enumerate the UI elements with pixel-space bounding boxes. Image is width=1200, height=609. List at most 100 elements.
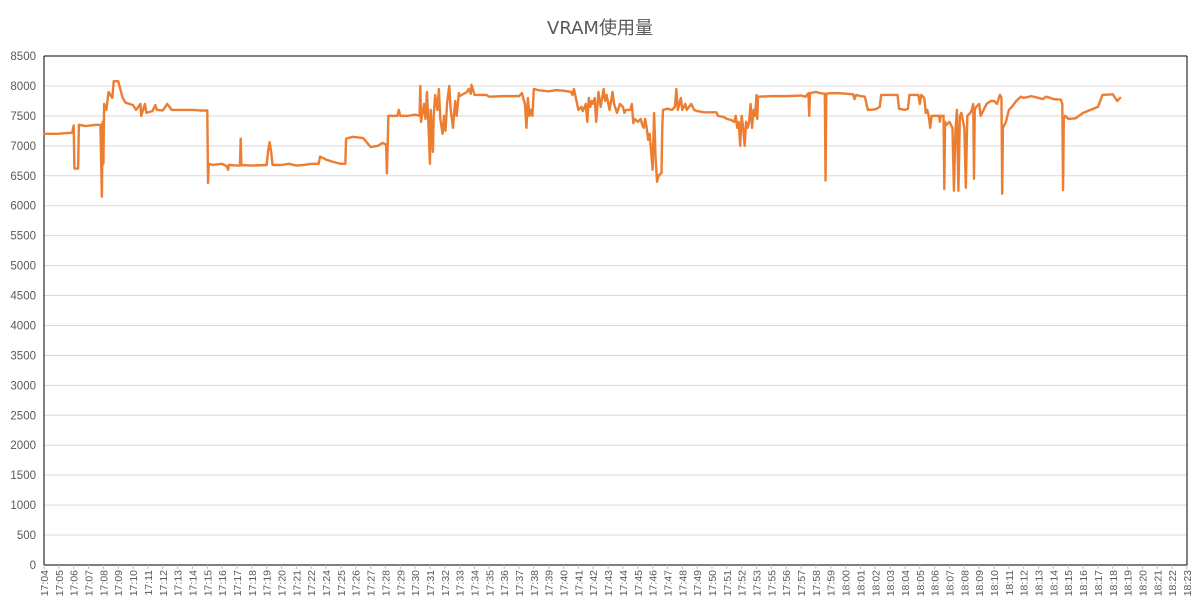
x-tick-label: 17:39 — [544, 570, 556, 596]
y-tick-label: 5000 — [10, 261, 36, 273]
y-tick-label: 500 — [17, 530, 36, 542]
x-tick-label: 17:47 — [662, 570, 674, 596]
y-tick-label: 1000 — [10, 500, 36, 512]
x-tick-label: 17:26 — [351, 570, 363, 596]
x-tick-label: 17:04 — [39, 570, 51, 596]
y-tick-label: 8500 — [10, 51, 36, 63]
x-tick-label: 17:40 — [559, 570, 571, 596]
x-tick-label: 17:19 — [262, 570, 274, 596]
x-tick-label: 17:42 — [588, 570, 600, 596]
x-tick-label: 18:14 — [1048, 570, 1060, 596]
x-tick-label: 18:01 — [855, 570, 867, 596]
x-tick-label: 17:15 — [202, 570, 214, 596]
x-tick-label: 18:15 — [1063, 570, 1075, 596]
x-tick-label: 17:46 — [648, 570, 660, 596]
x-tick-label: 17:44 — [618, 570, 630, 596]
x-tick-label: 18:16 — [1078, 570, 1090, 596]
x-tick-label: 17:56 — [781, 570, 793, 596]
x-tick-label: 17:27 — [366, 570, 378, 596]
x-tick-label: 18:03 — [885, 570, 897, 596]
x-tick-label: 18:00 — [841, 570, 853, 596]
x-tick-label: 17:28 — [380, 570, 392, 596]
x-tick-label: 18:09 — [974, 570, 986, 596]
x-tick-label: 17:14 — [187, 570, 199, 596]
x-tick-label: 17:12 — [158, 570, 170, 596]
x-tick-label: 17:13 — [173, 570, 185, 596]
x-tick-label: 17:07 — [84, 570, 96, 596]
x-tick-label: 18:02 — [870, 570, 882, 596]
x-tick-label: 17:11 — [143, 570, 155, 596]
x-tick-label: 18:07 — [944, 570, 956, 596]
x-tick-label: 17:25 — [336, 570, 348, 596]
x-tick-label: 17:34 — [469, 570, 481, 596]
x-tick-label: 17:37 — [514, 570, 526, 596]
x-tick-label: 18:12 — [1019, 570, 1031, 596]
x-tick-label: 17:17 — [232, 570, 244, 596]
x-tick-label: 17:06 — [69, 570, 81, 596]
x-tick-label: 17:48 — [677, 570, 689, 596]
x-tick-label: 18:13 — [1034, 570, 1046, 596]
x-tick-label: 17:20 — [277, 570, 289, 596]
x-tick-label: 17:58 — [811, 570, 823, 596]
series-line — [42, 79, 1122, 198]
x-tick-label: 17:29 — [395, 570, 407, 596]
x-tick-label: 17:57 — [796, 570, 808, 596]
y-tick-label: 6500 — [10, 171, 36, 183]
x-tick-label: 17:50 — [707, 570, 719, 596]
x-tick-label: 17:52 — [737, 570, 749, 596]
y-tick-label: 3000 — [10, 380, 36, 392]
x-tick-label: 17:08 — [98, 570, 110, 596]
y-tick-label: 1500 — [10, 470, 36, 482]
x-tick-label: 18:08 — [959, 570, 971, 596]
x-tick-label: 17:22 — [306, 570, 318, 596]
x-tick-label: 17:21 — [291, 570, 303, 596]
y-tick-label: 6000 — [10, 201, 36, 213]
x-tick-label: 17:31 — [425, 570, 437, 596]
x-tick-label: 18:11 — [1004, 570, 1016, 596]
x-tick-label: 17:36 — [499, 570, 511, 596]
x-tick-label: 17:49 — [692, 570, 704, 596]
x-tick-label: 17:45 — [633, 570, 645, 596]
x-tick-label: 17:38 — [529, 570, 541, 596]
x-tick-label: 18:05 — [915, 570, 927, 596]
x-tick-label: 17:59 — [826, 570, 838, 596]
y-tick-label: 7000 — [10, 141, 36, 153]
x-tick-label: 17:16 — [217, 570, 229, 596]
y-tick-label: 0 — [30, 560, 36, 572]
x-tick-label: 17:24 — [321, 570, 333, 596]
x-tick-label: 18:23 — [1182, 570, 1194, 596]
y-tick-label: 2000 — [10, 440, 36, 452]
x-tick-label: 17:33 — [455, 570, 467, 596]
x-tick-label: 18:06 — [930, 570, 942, 596]
y-tick-label: 4500 — [10, 291, 36, 303]
y-tick-label: 8000 — [10, 81, 36, 93]
y-tick-label: 3500 — [10, 350, 36, 362]
x-tick-label: 17:41 — [573, 570, 585, 596]
x-tick-label: 17:09 — [113, 570, 125, 596]
x-tick-label: 17:32 — [440, 570, 452, 596]
x-tick-label: 17:55 — [766, 570, 778, 596]
y-tick-label: 5500 — [10, 231, 36, 243]
x-tick-label: 18:20 — [1137, 570, 1149, 596]
x-tick-label: 17:18 — [247, 570, 259, 596]
y-tick-label: 2500 — [10, 410, 36, 422]
x-tick-label: 18:19 — [1123, 570, 1135, 596]
x-tick-label: 17:10 — [128, 570, 140, 596]
x-tick-label: 17:05 — [54, 570, 66, 596]
x-tick-label: 18:22 — [1167, 570, 1179, 596]
y-tick-label: 4000 — [10, 320, 36, 332]
x-tick-label: 17:53 — [752, 570, 764, 596]
x-tick-label: 17:51 — [722, 570, 734, 596]
chart-title: VRAM使用量 — [547, 18, 653, 39]
x-tick-label: 18:10 — [989, 570, 1001, 596]
y-tick-label: 7500 — [10, 111, 36, 123]
x-tick-label: 17:43 — [603, 570, 615, 596]
x-tick-label: 18:21 — [1152, 570, 1164, 596]
x-tick-label: 18:18 — [1108, 570, 1120, 596]
x-tick-label: 17:30 — [410, 570, 422, 596]
x-tick-label: 17:35 — [484, 570, 496, 596]
x-tick-label: 18:04 — [900, 570, 912, 596]
x-tick-label: 18:17 — [1093, 570, 1105, 596]
